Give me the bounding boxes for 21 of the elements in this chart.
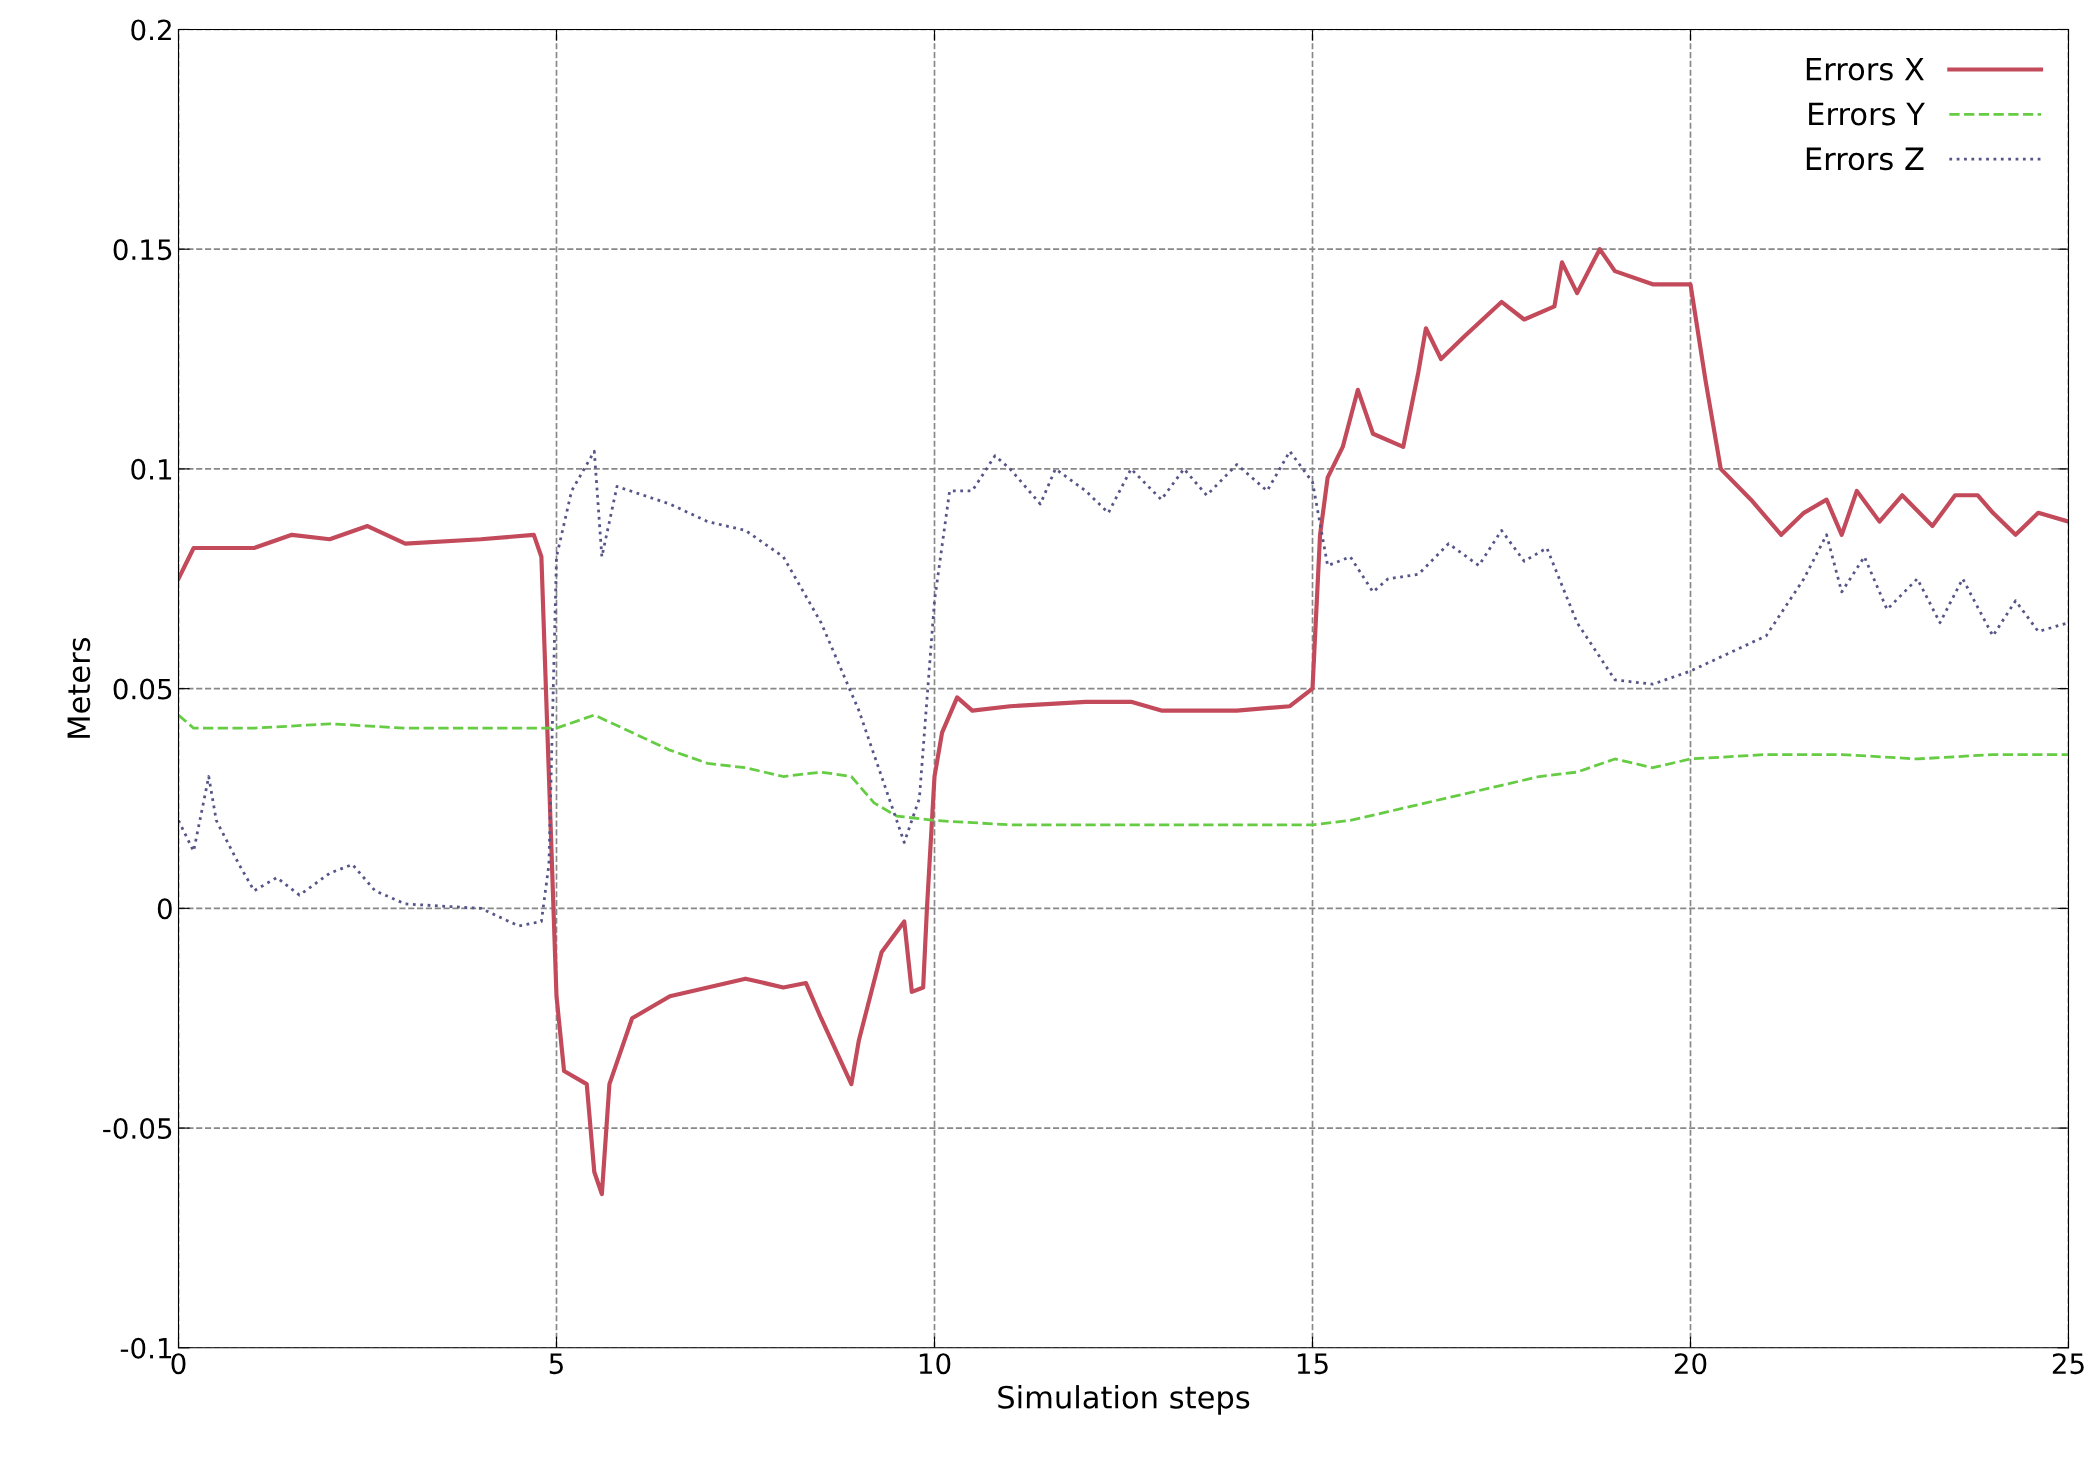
line-series [178, 247, 2069, 1197]
legend-label: Errors Z [1806, 147, 1924, 171]
y-tick-label: -0.05 [103, 1118, 172, 1140]
x-tick-label: 20 [1674, 1353, 1707, 1375]
x-axis-title: Simulation steps [998, 1385, 1250, 1415]
y-tick-label: 0 [157, 898, 172, 920]
x-tick-label: 10 [919, 1353, 951, 1375]
x-tick-label: 15 [1297, 1353, 1328, 1375]
x-tick-label: 25 [2052, 1353, 2084, 1375]
y-tick-label: 0.1 [131, 458, 172, 480]
line-series [178, 713, 2069, 827]
legend-label: Errors Y [1809, 102, 1925, 126]
x-tick-label: 5 [549, 1353, 563, 1375]
y-tick-label: 0.15 [113, 239, 172, 261]
y-tick-label: -0.1 [120, 1337, 172, 1359]
legend-label: Errors X [1806, 57, 1924, 81]
y-tick-label: 0.2 [131, 19, 171, 41]
y-axis-title: Meters [67, 637, 91, 738]
x-tick-label: 0 [171, 1353, 186, 1375]
line-series [178, 449, 2069, 928]
y-tick-label: 0.05 [113, 678, 172, 700]
